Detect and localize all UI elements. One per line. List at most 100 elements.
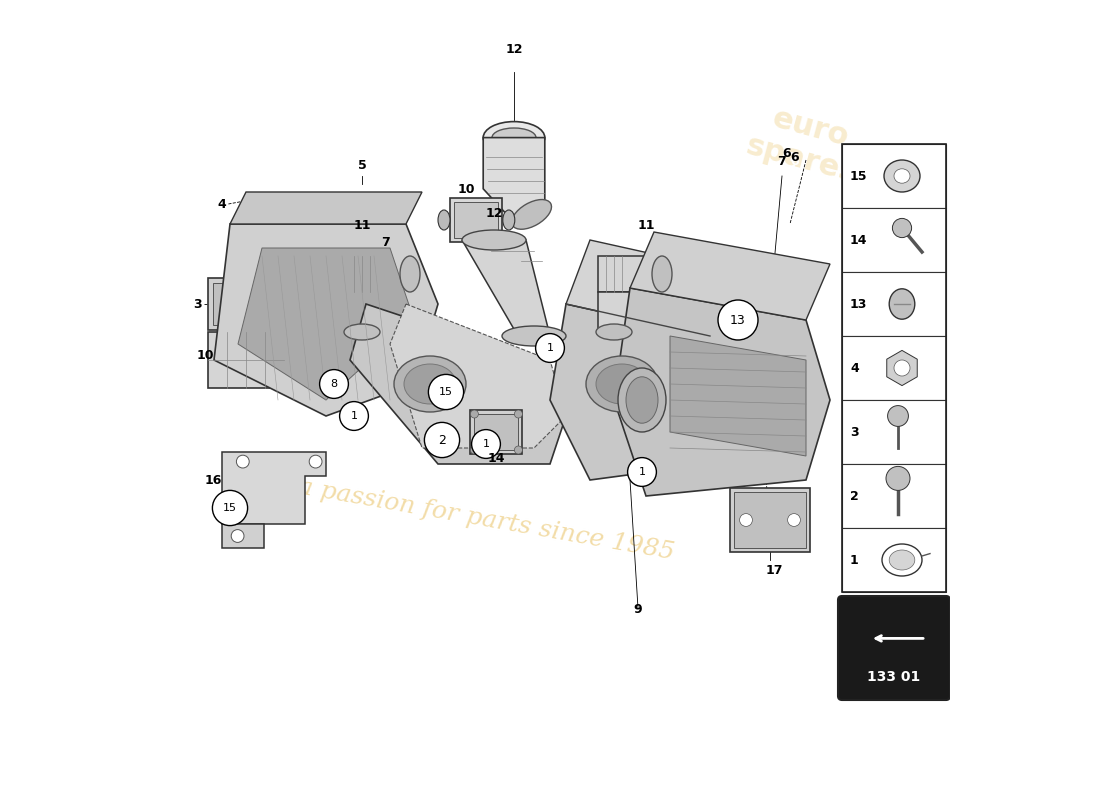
Text: 11: 11 <box>353 219 371 232</box>
Polygon shape <box>550 304 734 480</box>
Text: 12: 12 <box>485 207 503 220</box>
Ellipse shape <box>483 122 544 154</box>
Text: 3: 3 <box>194 298 202 310</box>
Circle shape <box>428 374 463 410</box>
Circle shape <box>892 218 912 238</box>
Text: 11: 11 <box>637 219 654 232</box>
Polygon shape <box>346 256 410 292</box>
FancyBboxPatch shape <box>842 208 946 272</box>
Text: 6: 6 <box>790 155 799 168</box>
Text: 1: 1 <box>351 411 358 421</box>
Circle shape <box>212 490 248 526</box>
Ellipse shape <box>438 210 450 230</box>
Polygon shape <box>670 336 806 456</box>
Ellipse shape <box>618 368 666 432</box>
Circle shape <box>425 422 460 458</box>
Text: 6: 6 <box>790 151 799 164</box>
Polygon shape <box>566 240 734 336</box>
Circle shape <box>788 514 801 526</box>
FancyBboxPatch shape <box>842 400 946 464</box>
Text: 6: 6 <box>782 147 791 160</box>
Text: a passion for parts since 1985: a passion for parts since 1985 <box>296 475 676 565</box>
Ellipse shape <box>394 356 466 412</box>
FancyBboxPatch shape <box>208 332 284 388</box>
Polygon shape <box>346 292 378 332</box>
Ellipse shape <box>462 230 526 250</box>
Ellipse shape <box>884 160 920 192</box>
Polygon shape <box>350 304 566 464</box>
Circle shape <box>340 402 368 430</box>
Text: 7: 7 <box>778 155 786 168</box>
Text: 4: 4 <box>850 362 859 374</box>
Polygon shape <box>238 248 414 400</box>
Text: 10: 10 <box>458 183 475 196</box>
Circle shape <box>515 410 522 418</box>
Circle shape <box>472 430 500 458</box>
FancyBboxPatch shape <box>842 144 946 208</box>
Ellipse shape <box>596 324 632 340</box>
Ellipse shape <box>652 256 672 292</box>
Ellipse shape <box>626 377 658 423</box>
Text: 5: 5 <box>358 159 366 172</box>
FancyBboxPatch shape <box>474 414 518 450</box>
Text: 16: 16 <box>205 474 222 486</box>
Polygon shape <box>630 232 830 320</box>
Ellipse shape <box>889 289 915 319</box>
Circle shape <box>536 334 564 362</box>
FancyBboxPatch shape <box>842 272 946 336</box>
FancyBboxPatch shape <box>734 492 806 548</box>
Circle shape <box>320 370 349 398</box>
Polygon shape <box>598 292 630 332</box>
Text: 133 01: 133 01 <box>868 670 921 684</box>
FancyBboxPatch shape <box>212 282 272 325</box>
Text: 7: 7 <box>382 236 390 249</box>
Ellipse shape <box>404 364 456 404</box>
FancyBboxPatch shape <box>471 410 522 454</box>
Circle shape <box>894 360 910 376</box>
Text: 1: 1 <box>547 343 553 353</box>
FancyBboxPatch shape <box>842 528 946 592</box>
Polygon shape <box>483 138 544 227</box>
Circle shape <box>231 530 244 542</box>
Ellipse shape <box>596 364 648 404</box>
Text: euro
spares: euro spares <box>742 99 869 189</box>
Text: 15: 15 <box>439 387 453 397</box>
Ellipse shape <box>586 356 658 412</box>
FancyBboxPatch shape <box>730 488 810 552</box>
Polygon shape <box>230 192 422 224</box>
Ellipse shape <box>503 210 515 230</box>
Polygon shape <box>222 452 326 524</box>
FancyBboxPatch shape <box>208 278 276 330</box>
Text: 14: 14 <box>850 234 868 246</box>
Circle shape <box>471 410 478 418</box>
Circle shape <box>309 455 322 468</box>
Text: 2: 2 <box>850 490 859 502</box>
Text: 10: 10 <box>197 350 215 362</box>
Text: 12: 12 <box>505 43 522 56</box>
Circle shape <box>886 466 910 490</box>
Text: 13: 13 <box>850 298 868 310</box>
Text: 9: 9 <box>634 603 642 616</box>
Text: 17: 17 <box>766 564 783 577</box>
FancyBboxPatch shape <box>842 464 946 528</box>
Text: 1: 1 <box>850 554 859 566</box>
Polygon shape <box>390 304 566 448</box>
Ellipse shape <box>889 550 915 570</box>
Text: 14: 14 <box>487 452 505 465</box>
Text: 15: 15 <box>850 170 868 182</box>
Circle shape <box>628 458 657 486</box>
Text: 1: 1 <box>483 439 490 449</box>
Text: 1: 1 <box>638 467 646 477</box>
Ellipse shape <box>512 199 551 230</box>
Text: 2: 2 <box>438 434 446 446</box>
Circle shape <box>888 406 909 426</box>
Polygon shape <box>614 288 830 496</box>
Ellipse shape <box>400 256 420 292</box>
Text: 4: 4 <box>218 198 226 210</box>
Polygon shape <box>598 256 662 292</box>
Circle shape <box>471 446 478 454</box>
Ellipse shape <box>344 324 380 340</box>
FancyBboxPatch shape <box>838 596 950 700</box>
FancyBboxPatch shape <box>450 198 503 242</box>
Text: 15: 15 <box>223 503 236 513</box>
